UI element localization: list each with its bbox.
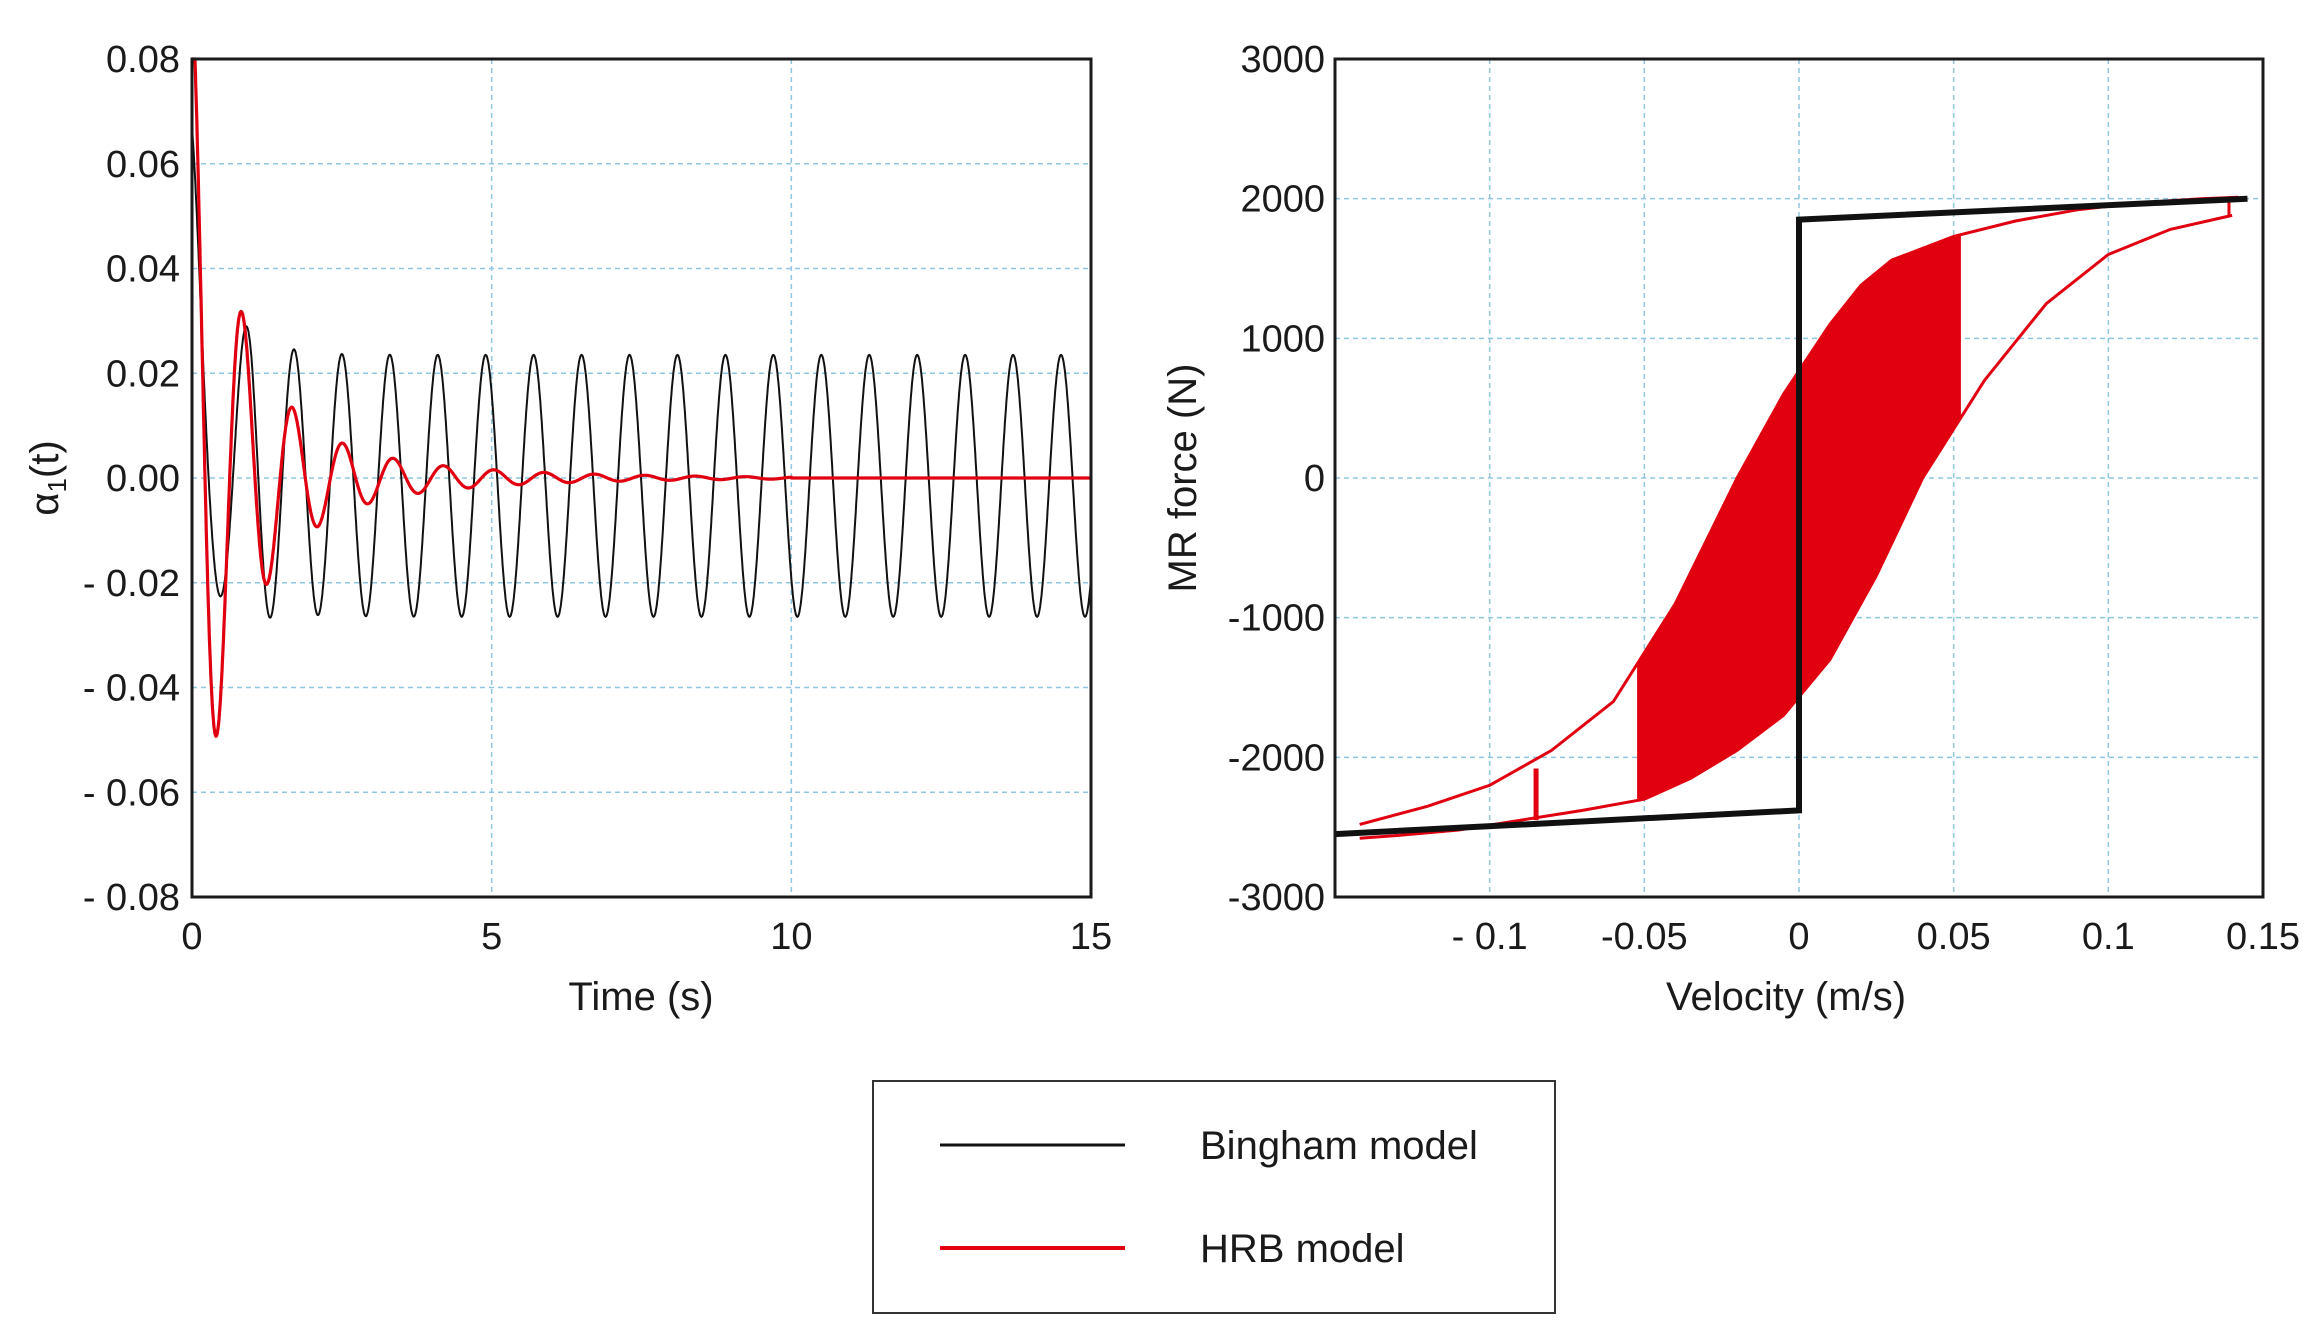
right-y-tick-label: 1000	[1240, 318, 1325, 360]
left-plot-frame	[190, 57, 1093, 899]
right-plot-frame	[1333, 57, 2265, 899]
right-x-tick-label: 0.05	[1917, 916, 1991, 958]
left-x-tick-label: 15	[1070, 916, 1112, 958]
left-series	[191, 57, 1092, 739]
right-x-axis-label: Velocity (m/s)	[1666, 975, 1906, 1019]
right-y-axis-label: MR force (N)	[1161, 364, 1205, 593]
left-y-tick-label: - 0.02	[83, 563, 180, 605]
left-y-tick-label: 0.06	[106, 144, 180, 186]
left-x-axis-label: Time (s)	[568, 975, 713, 1019]
left-y-tick-label: - 0.06	[83, 772, 180, 814]
legend-box	[872, 1080, 1556, 1314]
right-series	[1334, 195, 2248, 840]
right-ticks: - 0.1 -0.05 0 0.05 0.1 0.15 3000 2000 1000 0 -1000…	[1228, 39, 2300, 958]
right-y-tick-label: -3000	[1228, 877, 1325, 919]
legend-label-hrb: HRB model	[1200, 1227, 1405, 1271]
left-y-tick-label: 0.08	[106, 39, 180, 81]
left-y-tick-label: 0.04	[106, 249, 180, 291]
legend: Bingham model HRB model	[872, 1080, 1556, 1314]
left-x-tick-label: 0	[181, 916, 202, 958]
left-x-tick-label: 10	[770, 916, 812, 958]
left-y-axis-label: α1(t)	[23, 440, 72, 515]
legend-label-bingham: Bingham model	[1200, 1124, 1478, 1168]
left-y-label-alpha: α	[23, 493, 67, 516]
right-x-tick-label: -0.05	[1601, 916, 1688, 958]
right-series-line-bingham	[1334, 195, 2248, 838]
left-y-tick-label: - 0.08	[83, 877, 180, 919]
right-y-tick-label: 2000	[1240, 179, 1325, 221]
left-x-tick-label: 5	[481, 916, 502, 958]
right-y-tick-label: 3000	[1240, 39, 1325, 81]
right-x-tick-label: 0.15	[2226, 916, 2300, 958]
left-y-label-subscript: 1	[42, 478, 72, 492]
right-y-tick-label: -2000	[1228, 737, 1325, 779]
right-y-tick-label: -1000	[1228, 598, 1325, 640]
left-y-tick-label: 0.02	[106, 353, 180, 395]
right-chart-force-vs-velocity: - 0.1 -0.05 0 0.05 0.1 0.15 3000 2000 1000 0 -1000…	[1161, 39, 2300, 1019]
left-y-tick-label: - 0.04	[83, 668, 180, 710]
right-x-tick-label: 0.1	[2082, 916, 2135, 958]
left-y-tick-label: 0.00	[106, 458, 180, 500]
left-series-line-bingham	[191, 127, 1092, 619]
right-x-tick-label: - 0.1	[1452, 916, 1528, 958]
left-y-label-tail: (t)	[23, 440, 67, 478]
left-chart-alpha-vs-time: 0 5 10 15 0.08 0.06 0.04 0.02 0.00 - 0.02 - 0.04 - …	[23, 39, 1112, 1019]
left-series-line-hrb	[192, 57, 1091, 739]
right-y-tick-label: 0	[1304, 458, 1325, 500]
left-ticks: 0 5 10 15 0.08 0.06 0.04 0.02 0.00 - 0.02 - 0.04 - …	[83, 39, 1112, 958]
svg-text:α1(t): α1(t)	[23, 440, 72, 515]
right-x-tick-label: 0	[1788, 916, 1809, 958]
